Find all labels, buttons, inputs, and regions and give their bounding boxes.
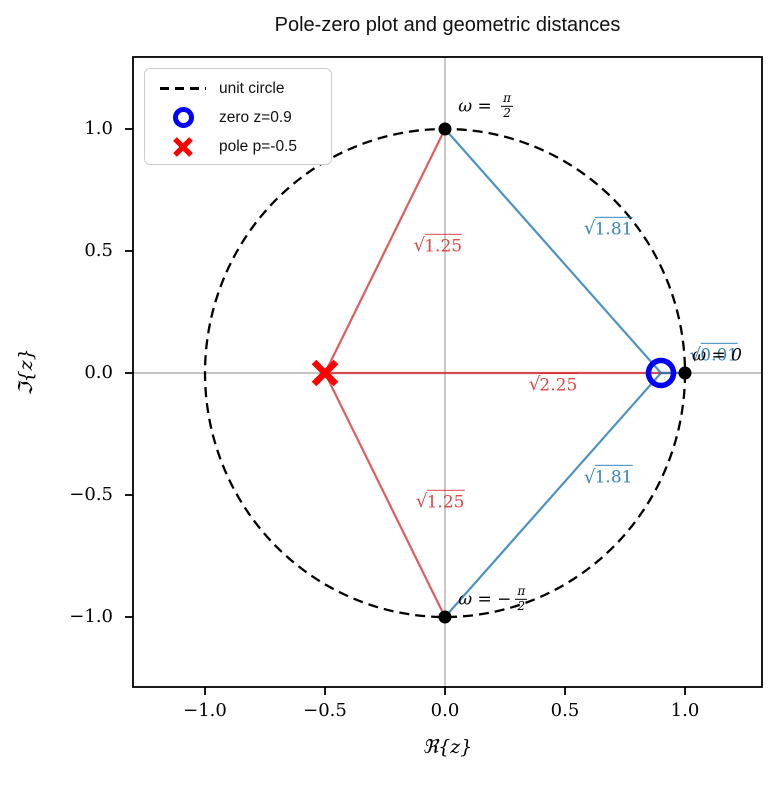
legend-label: pole p=-0.5 [219, 137, 297, 155]
legend-sample-cell [155, 107, 211, 128]
zero-marker-icon [172, 107, 194, 128]
circle-point-dot [438, 610, 452, 624]
plot-border [132, 56, 763, 688]
legend-item-zero: zero z=0.9 [155, 103, 331, 132]
zero-distance-line [444, 372, 662, 618]
legend-sample-cell [155, 87, 211, 90]
pole-distance-line [324, 128, 446, 374]
circle-point-dot [438, 122, 452, 136]
pole-distance-line [324, 372, 446, 618]
legend-sample-cell [155, 135, 211, 159]
zero-distance-line [444, 128, 662, 374]
legend: unit circle zero z=0.9 pole p=-0.5 [144, 68, 332, 165]
zero-marker [645, 357, 677, 389]
legend-label: zero z=0.9 [219, 108, 292, 126]
legend-label: unit circle [219, 79, 285, 97]
x-marker-icon [173, 136, 193, 157]
legend-item-pole: pole p=-0.5 [155, 132, 331, 161]
dashed-line-icon [160, 87, 206, 90]
circle-point-dot [678, 366, 692, 380]
pole-marker [311, 359, 339, 387]
legend-item-unit-circle: unit circle [155, 74, 331, 103]
